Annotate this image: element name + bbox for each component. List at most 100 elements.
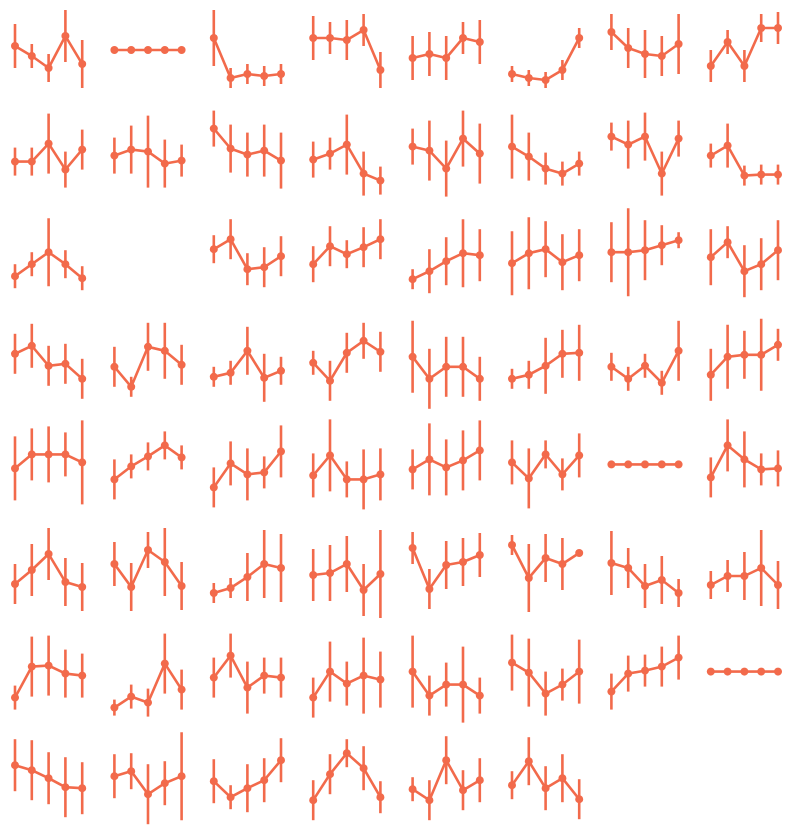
point: [177, 46, 186, 54]
point: [27, 450, 36, 459]
point: [723, 441, 732, 450]
point: [508, 374, 516, 383]
point: [657, 378, 666, 387]
point: [27, 52, 36, 60]
point: [61, 669, 70, 678]
point: [177, 772, 186, 781]
point: [408, 544, 417, 552]
point: [408, 275, 417, 284]
point: [110, 475, 119, 484]
point: [359, 671, 368, 680]
point: [342, 250, 351, 259]
point: [209, 245, 218, 254]
point: [757, 564, 766, 572]
point: [27, 766, 36, 775]
point: [27, 260, 36, 269]
point: [160, 779, 169, 788]
point: [177, 156, 186, 165]
point: [508, 781, 516, 790]
point: [459, 134, 467, 143]
point: [78, 374, 87, 383]
point: [508, 259, 516, 268]
point: [774, 246, 782, 255]
point: [425, 455, 434, 464]
point: [78, 458, 87, 467]
point: [78, 671, 87, 680]
point: [425, 267, 434, 276]
point: [657, 576, 666, 584]
point: [475, 446, 484, 455]
point: [78, 60, 87, 68]
point: [226, 793, 235, 802]
point: [359, 169, 368, 178]
point: [624, 564, 633, 572]
point: [277, 156, 285, 165]
point: [408, 352, 417, 361]
point: [723, 141, 732, 150]
point: [78, 583, 87, 591]
point: [674, 134, 683, 143]
point: [558, 66, 567, 74]
point: [243, 346, 252, 355]
point: [61, 578, 70, 586]
point: [277, 252, 285, 261]
point: [607, 362, 616, 371]
point: [541, 450, 550, 459]
point: [459, 362, 467, 371]
point: [674, 460, 683, 469]
point: [127, 767, 136, 776]
point: [160, 159, 169, 168]
point: [706, 151, 715, 160]
point: [575, 451, 584, 460]
point: [27, 662, 36, 671]
point: [774, 24, 782, 32]
point: [641, 132, 649, 141]
point: [624, 669, 633, 678]
point: [425, 146, 434, 155]
point: [144, 546, 152, 554]
point: [723, 572, 732, 580]
point: [309, 796, 318, 805]
point: [624, 248, 633, 257]
point: [541, 784, 550, 793]
point: [641, 666, 649, 675]
point: [475, 251, 484, 260]
point: [524, 370, 533, 379]
point: [144, 790, 152, 799]
point: [376, 470, 385, 479]
point: [342, 36, 351, 44]
point: [277, 70, 285, 78]
point: [359, 243, 368, 252]
point: [260, 776, 269, 785]
point: [459, 456, 467, 465]
point: [44, 64, 53, 72]
point: [774, 581, 782, 589]
point: [723, 667, 732, 676]
point: [326, 149, 334, 158]
point: [144, 698, 152, 707]
point: [459, 249, 467, 258]
point: [442, 362, 451, 371]
point: [757, 350, 766, 359]
point: [359, 764, 368, 773]
point: [27, 566, 36, 574]
point: [78, 274, 87, 283]
point: [607, 132, 616, 141]
point: [260, 468, 269, 477]
point: [740, 62, 749, 70]
point: [524, 474, 533, 483]
point: [342, 348, 351, 357]
point: [425, 50, 434, 58]
point: [641, 460, 649, 469]
point: [558, 349, 567, 358]
point: [44, 774, 53, 783]
point: [657, 662, 666, 671]
point: [607, 248, 616, 257]
point: [260, 72, 269, 80]
point: [44, 139, 53, 148]
point: [475, 691, 484, 700]
point: [541, 76, 550, 84]
point: [260, 263, 269, 272]
point: [706, 581, 715, 589]
point: [110, 151, 119, 160]
